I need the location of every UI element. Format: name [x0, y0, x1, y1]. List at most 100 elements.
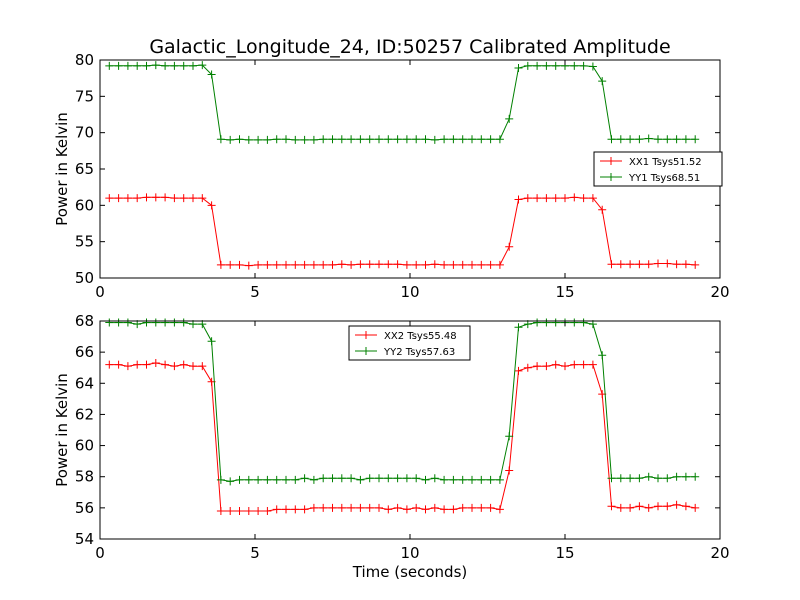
data-point [691, 260, 700, 269]
legend: XX2 Tsys55.48 YY2 Tsys57.63 [348, 325, 471, 361]
data-point [161, 318, 170, 327]
data-point [356, 260, 365, 269]
data-point [533, 194, 542, 203]
data-point [421, 475, 430, 484]
data-point [337, 135, 346, 144]
series-line-2-1 [109, 362, 696, 512]
data-point [672, 500, 681, 509]
data-point [486, 135, 495, 144]
legend-label: XX2 Tsys55.48 [384, 331, 457, 342]
data-point [133, 360, 142, 369]
data-point [644, 472, 653, 481]
data-point [449, 260, 458, 269]
data-point [375, 135, 383, 144]
bottom-panel: 0 5 10 15 20 54 56 58 60 62 64 66 68 Power in Kelvin X… [53, 312, 730, 562]
data-point [551, 61, 560, 70]
data-point [570, 61, 579, 70]
data-point [654, 502, 662, 511]
data-point [337, 260, 346, 269]
legend-marker [362, 347, 370, 355]
series-line-1-2 [109, 64, 696, 141]
y-tick-label: 60 [75, 437, 94, 455]
x-tick-label: 15 [555, 283, 574, 301]
data-point [505, 466, 514, 475]
data-point [365, 260, 374, 269]
data-point [505, 114, 514, 123]
data-point [635, 502, 644, 511]
data-point [495, 260, 504, 269]
data-point [477, 503, 486, 512]
data-point [198, 362, 207, 371]
y-tick-label: 60 [75, 196, 94, 214]
data-point [179, 360, 188, 369]
data-point [282, 135, 290, 144]
data-point [142, 360, 151, 369]
data-point [430, 474, 439, 483]
x-tick-label: 20 [710, 283, 729, 301]
data-point [691, 472, 700, 481]
data-point [514, 366, 523, 375]
y-tick-label: 64 [75, 374, 94, 392]
data-point [514, 63, 523, 72]
data-point [133, 194, 142, 203]
data-point [579, 194, 588, 203]
data-point [207, 201, 216, 210]
data-point [337, 474, 346, 483]
data-point [244, 261, 253, 270]
data-point [123, 194, 132, 203]
data-point [263, 506, 272, 515]
x-tick-label: 10 [400, 283, 419, 301]
data-point [272, 135, 281, 144]
data-point [384, 474, 393, 483]
x-tick-label: 5 [250, 544, 260, 562]
data-point [681, 135, 690, 144]
data-point [430, 135, 439, 144]
y-tick-label: 50 [75, 269, 94, 287]
data-point [561, 194, 569, 203]
data-point [365, 503, 374, 512]
data-point [226, 260, 235, 269]
data-point [551, 318, 560, 327]
data-point [179, 61, 188, 70]
data-point [495, 135, 504, 144]
data-point [635, 474, 644, 483]
data-point [570, 318, 579, 327]
data-point [402, 135, 411, 144]
data-point [300, 260, 309, 269]
data-point [105, 194, 114, 203]
data-point [440, 475, 449, 484]
x-tick-label: 15 [555, 544, 574, 562]
data-point [337, 503, 346, 512]
data-point [356, 503, 365, 512]
data-point [421, 505, 430, 514]
data-point [151, 359, 160, 368]
data-point [244, 475, 253, 484]
x-tick-label: 5 [250, 283, 260, 301]
data-point [514, 323, 523, 332]
data-point [375, 474, 383, 483]
data-point [105, 318, 114, 327]
y-tick-label: 80 [75, 51, 94, 69]
data-point [226, 477, 235, 486]
data-point [216, 506, 225, 515]
data-point [254, 506, 263, 515]
data-point [626, 260, 635, 269]
data-point [170, 61, 179, 70]
data-point [635, 135, 644, 144]
data-point [328, 260, 337, 269]
data-point [142, 193, 151, 202]
data-point [505, 432, 514, 441]
data-point [412, 503, 421, 512]
data-point [161, 360, 170, 369]
data-point [198, 194, 207, 203]
data-point [235, 260, 244, 269]
data-point [663, 259, 672, 268]
x-tick-label: 10 [400, 544, 419, 562]
data-point [505, 242, 514, 251]
x-tick-label: 20 [710, 544, 729, 562]
data-point [375, 503, 383, 512]
data-point [384, 505, 393, 514]
data-point [235, 506, 244, 515]
data-point [468, 135, 476, 144]
data-point [468, 260, 476, 269]
